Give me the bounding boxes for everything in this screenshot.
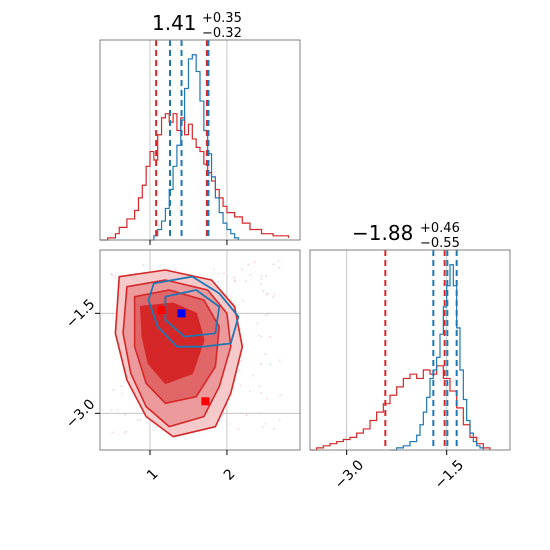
sample-point: [228, 423, 231, 425]
sample-point: [266, 397, 268, 400]
sample-point: [136, 419, 139, 421]
title-param2-minus: −0.55: [420, 236, 460, 251]
sample-point: [248, 390, 251, 393]
sample-point: [261, 426, 264, 428]
sample-point: [260, 275, 263, 277]
histogram-blue-param1: [150, 54, 240, 241]
sample-point: [260, 335, 263, 338]
x-tick-label: 1: [144, 466, 162, 484]
marginal-histogram-param1: [99, 39, 301, 245]
sample-point: [269, 363, 272, 366]
sample-point: [279, 394, 281, 396]
sample-point: [262, 290, 265, 292]
sample-point: [242, 300, 244, 302]
sample-point: [260, 391, 262, 394]
sample-point: [240, 359, 242, 362]
sample-point: [218, 272, 221, 275]
contour-blue-level-1: [147, 275, 240, 348]
panel-frame: [99, 249, 301, 451]
sample-point: [234, 280, 236, 282]
sample-point: [252, 374, 255, 377]
title-param2-plus: +0.46: [420, 221, 460, 236]
sample-point: [237, 428, 240, 430]
marker-point-blue: [177, 309, 186, 318]
title-param1-minus: −0.32: [202, 26, 242, 41]
sample-point: [234, 279, 236, 281]
x-tick-label: −3.0: [332, 457, 367, 492]
sample-point: [258, 385, 261, 388]
sample-point: [123, 432, 126, 434]
sample-point: [239, 328, 242, 330]
y-tick-label: −3.0: [63, 396, 98, 431]
sample-point: [278, 267, 281, 269]
title-param1-plus: +0.35: [202, 11, 242, 26]
marker-point-red: [201, 397, 210, 406]
x-tick-label: 2: [221, 466, 239, 484]
histogram-red-param1: [100, 113, 290, 241]
sample-point: [124, 413, 126, 416]
sample-point: [233, 276, 235, 279]
joint-density-panel: [95, 249, 301, 455]
sample-point: [239, 384, 242, 387]
sample-point: [139, 418, 142, 421]
sample-point: [114, 276, 116, 279]
sample-point: [272, 296, 274, 298]
sample-point: [266, 292, 269, 295]
title-param2-value: −1.88: [352, 221, 413, 245]
sample-point: [260, 283, 262, 285]
sample-point: [264, 423, 267, 425]
x-tick-label: −1.5: [432, 457, 467, 492]
y-tick-label: −1.5: [63, 296, 98, 331]
sample-point: [278, 359, 281, 361]
sample-point: [241, 268, 243, 271]
sample-point: [260, 278, 263, 280]
sample-point: [259, 412, 261, 415]
sample-point: [111, 274, 113, 276]
sample-point: [273, 293, 276, 296]
sample-point: [111, 431, 114, 434]
sample-point: [120, 385, 123, 387]
sample-point: [245, 414, 248, 417]
sample-point: [110, 409, 113, 412]
contour-blue-level-2: [164, 289, 221, 338]
panel-frame: [99, 39, 301, 241]
sample-point: [258, 334, 260, 337]
sample-point: [223, 272, 225, 274]
sample-point: [278, 419, 281, 422]
sample-point: [265, 275, 267, 277]
sample-point: [272, 263, 275, 266]
sample-point: [121, 392, 123, 395]
histogram-blue-param2: [390, 264, 484, 451]
sample-point: [112, 389, 115, 392]
sample-point: [269, 335, 271, 338]
sample-point: [264, 314, 267, 317]
sample-point: [264, 353, 266, 355]
sample-point: [217, 281, 220, 283]
panel-frame: [309, 249, 511, 451]
sample-point: [265, 293, 268, 296]
sample-point: [260, 363, 262, 366]
marker-point-red: [157, 306, 166, 314]
sample-point: [253, 261, 256, 263]
sample-point: [110, 272, 113, 275]
title-param1-value: 1.41: [152, 11, 197, 35]
sample-point: [277, 260, 280, 262]
sample-point: [238, 369, 241, 372]
histogram-red-param2: [310, 365, 491, 451]
sample-point: [247, 263, 250, 266]
sample-point: [142, 264, 145, 267]
sample-point: [117, 408, 119, 411]
sample-point: [213, 268, 215, 271]
sample-point: [256, 322, 259, 325]
marginal-histogram-param2: [309, 249, 511, 455]
sample-point: [249, 273, 252, 276]
sample-point: [125, 430, 127, 433]
sample-point: [273, 428, 275, 430]
sample-point: [245, 280, 247, 283]
sample-point: [266, 313, 269, 315]
